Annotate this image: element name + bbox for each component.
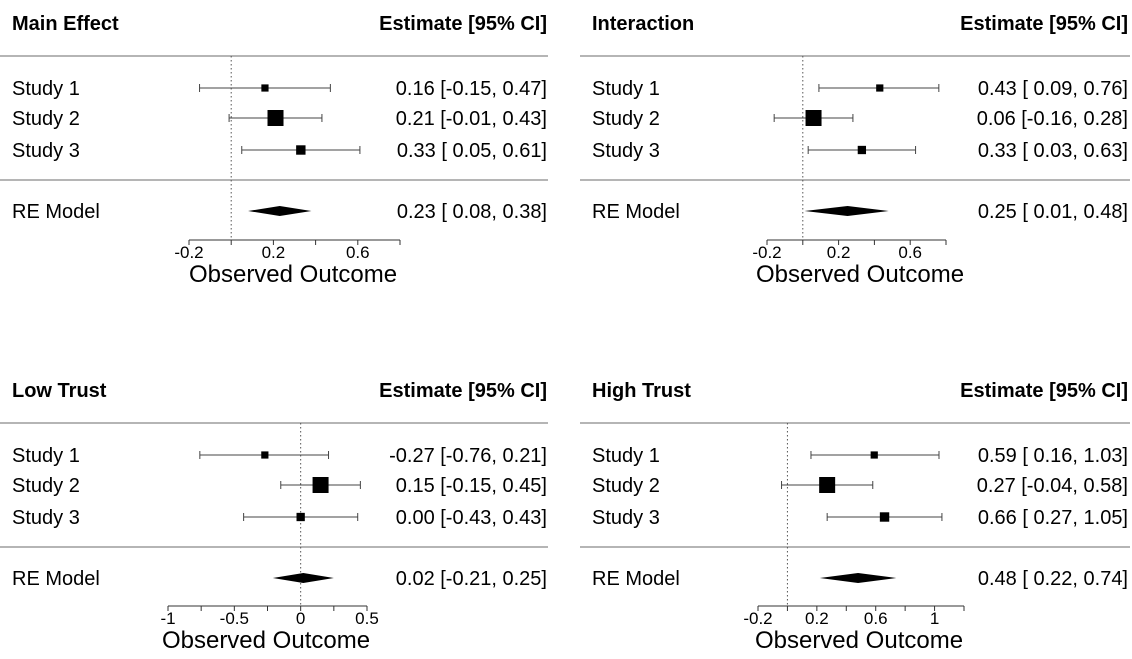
study-label: Study 3 [592,140,660,162]
panel-title: High Trust [592,380,691,402]
x-tick-label: 0.5 [355,609,379,628]
x-tick-label: 0.2 [827,243,851,262]
x-axis-label: Observed Outcome [756,261,964,288]
study-estimate-text: 0.59 [ 0.16, 1.03] [978,445,1128,467]
point-estimate-square [819,477,836,493]
summary-estimate-text: 0.48 [ 0.22, 0.74] [978,568,1128,590]
x-tick-label: 0.6 [864,609,888,628]
study-estimate-text: 0.27 [-0.04, 0.58] [977,475,1128,497]
forest-panel-4: High Trust Estimate [95% CI] Study 1 0.59 [… [580,380,1130,654]
study-label: Study 1 [12,78,80,100]
point-estimate-square [261,84,269,92]
summary-label: RE Model [12,568,100,590]
x-tick-label: -0.2 [752,243,781,262]
point-estimate-square [879,512,890,522]
study-label: Study 2 [12,475,80,497]
point-estimate-square [870,451,878,459]
x-tick-label: -0.5 [220,609,249,628]
x-axis-label: Observed Outcome [162,627,370,654]
point-estimate-square [312,477,329,493]
point-estimate-square [876,84,884,92]
x-tick-label: -1 [160,609,175,628]
forest-panel-1: Main Effect Estimate [95% CI] Study 1 0.16 … [0,13,548,288]
study-label: Study 3 [12,507,80,529]
summary-diamond [804,206,889,216]
point-estimate-square [267,110,284,126]
point-estimate-square [296,512,305,522]
study-estimate-text: 0.66 [ 0.27, 1.05] [978,507,1128,529]
estimate-header: Estimate [95% CI] [379,13,547,35]
point-estimate-square [296,145,306,155]
forest-panel-3: Low Trust Estimate [95% CI] Study 1 -0.27 [… [0,380,548,654]
summary-label: RE Model [12,201,100,223]
study-label: Study 2 [592,475,660,497]
x-axis-label: Observed Outcome [755,627,963,654]
point-estimate-square [857,145,867,155]
study-estimate-text: 0.06 [-0.16, 0.28] [977,108,1128,130]
summary-diamond [272,573,334,583]
x-axis-label: Observed Outcome [189,261,397,288]
study-estimate-text: 0.16 [-0.15, 0.47] [396,78,547,100]
estimate-header: Estimate [95% CI] [379,380,547,402]
summary-estimate-text: 0.02 [-0.21, 0.25] [396,568,547,590]
study-label: Study 1 [12,445,80,467]
forest-panel-2: Interaction Estimate [95% CI] Study 1 0.43 … [580,13,1130,288]
panel-title: Main Effect [12,13,119,35]
summary-label: RE Model [592,568,680,590]
summary-diamond [248,206,312,216]
study-label: Study 2 [12,108,80,130]
point-estimate-square [261,451,269,459]
x-tick-label: -0.2 [174,243,203,262]
panel-title: Interaction [592,13,694,35]
study-label: Study 3 [12,140,80,162]
point-estimate-square [805,110,822,126]
estimate-header: Estimate [95% CI] [960,13,1128,35]
study-label: Study 1 [592,78,660,100]
study-estimate-text: 0.43 [ 0.09, 0.76] [978,78,1128,100]
x-tick-label: 1 [930,609,939,628]
x-tick-label: 0.2 [262,243,286,262]
summary-diamond [819,573,897,583]
panel-title: Low Trust [12,380,107,402]
study-estimate-text: 0.33 [ 0.03, 0.63] [978,140,1128,162]
x-tick-label: 0.2 [805,609,829,628]
x-tick-label: 0.6 [898,243,922,262]
study-estimate-text: -0.27 [-0.76, 0.21] [389,445,547,467]
study-label: Study 2 [592,108,660,130]
estimate-header: Estimate [95% CI] [960,380,1128,402]
summary-estimate-text: 0.25 [ 0.01, 0.48] [978,201,1128,223]
study-estimate-text: 0.33 [ 0.05, 0.61] [397,140,547,162]
x-tick-label: -0.2 [743,609,772,628]
x-tick-label: 0 [296,609,305,628]
summary-label: RE Model [592,201,680,223]
study-estimate-text: 0.15 [-0.15, 0.45] [396,475,547,497]
study-estimate-text: 0.21 [-0.01, 0.43] [396,108,547,130]
study-label: Study 1 [592,445,660,467]
summary-estimate-text: 0.23 [ 0.08, 0.38] [397,201,547,223]
study-estimate-text: 0.00 [-0.43, 0.43] [396,507,547,529]
study-label: Study 3 [592,507,660,529]
x-tick-label: 0.6 [346,243,370,262]
